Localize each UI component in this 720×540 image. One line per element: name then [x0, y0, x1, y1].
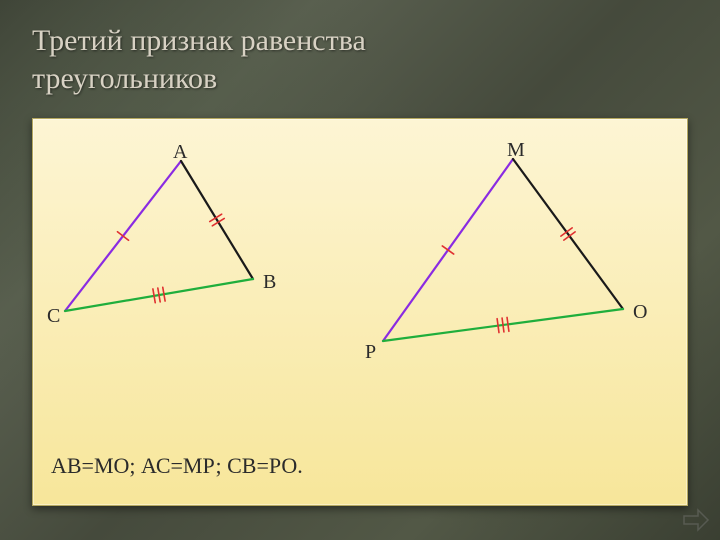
vertex-label-P: Р: [365, 341, 376, 364]
slide-title: Третий признак равенстватреугольников: [32, 22, 366, 97]
equations-text: АВ=МО; АС=МР; СВ=РО.: [51, 453, 303, 479]
vertex-label-B: В: [263, 271, 276, 294]
title-line1: Третий признак равенстватреугольников: [32, 24, 366, 95]
vertex-label-M: М: [507, 139, 525, 162]
arrow-right-icon: [682, 508, 710, 532]
vertex-label-C: С: [47, 305, 60, 328]
next-slide-button[interactable]: [682, 508, 710, 532]
triangles-diagram: [33, 119, 689, 507]
vertex-label-O: О: [633, 301, 647, 324]
content-panel: А В С М О Р АВ=МО; АС=МР; СВ=РО.: [32, 118, 688, 506]
vertex-label-A: А: [173, 141, 187, 164]
